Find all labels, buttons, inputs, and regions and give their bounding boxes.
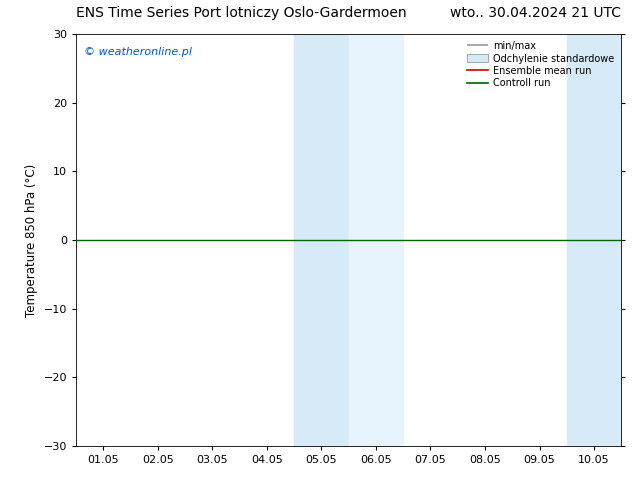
Bar bbox=[567, 34, 621, 446]
Text: ENS Time Series Port lotniczy Oslo-Gardermoen: ENS Time Series Port lotniczy Oslo-Garde… bbox=[76, 5, 406, 20]
Text: © weatheronline.pl: © weatheronline.pl bbox=[84, 47, 192, 57]
Bar bbox=[621, 34, 634, 446]
Bar bbox=[294, 34, 349, 446]
Text: wto.. 30.04.2024 21 UTC: wto.. 30.04.2024 21 UTC bbox=[450, 5, 621, 20]
Y-axis label: Temperature 850 hPa (°C): Temperature 850 hPa (°C) bbox=[25, 164, 38, 317]
Bar bbox=[349, 34, 403, 446]
Legend: min/max, Odchylenie standardowe, Ensemble mean run, Controll run: min/max, Odchylenie standardowe, Ensembl… bbox=[465, 39, 616, 90]
